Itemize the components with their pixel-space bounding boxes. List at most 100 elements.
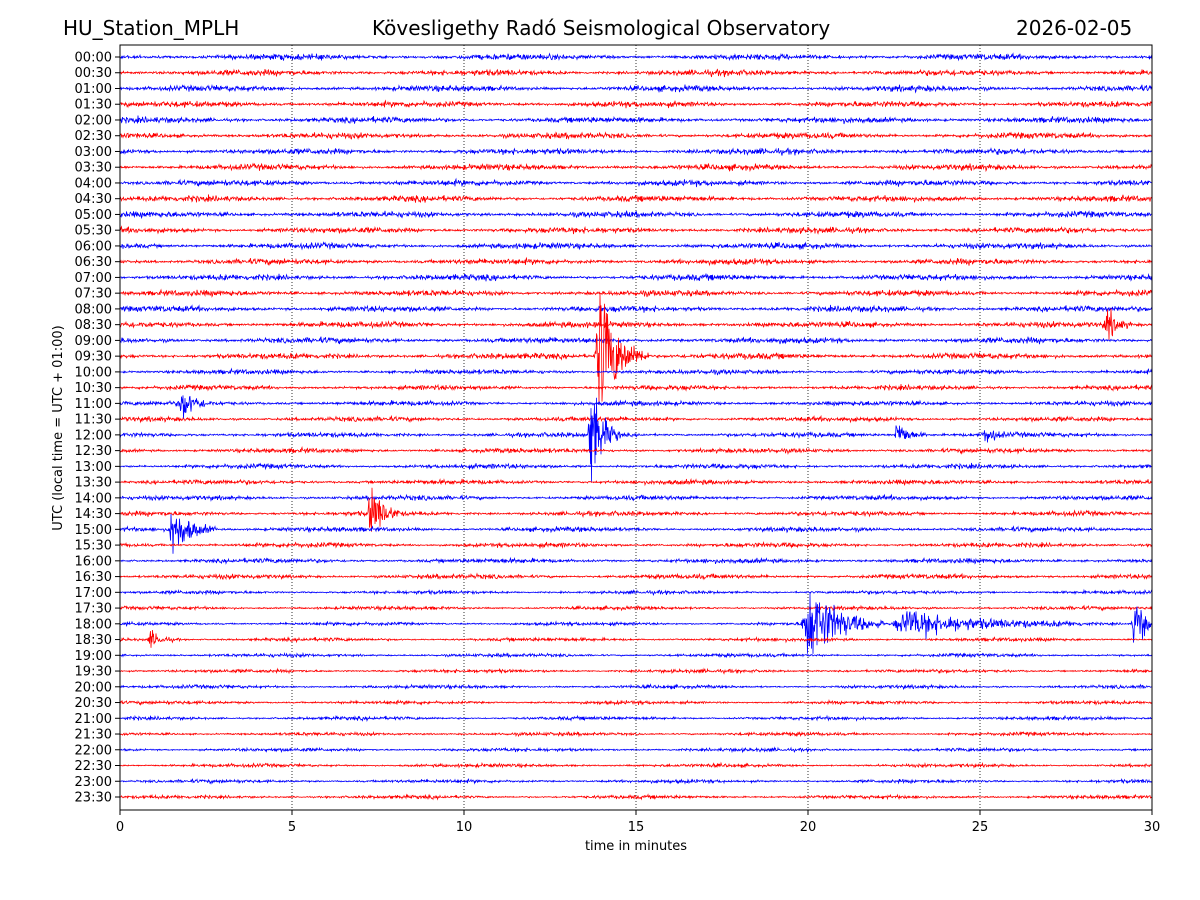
trace-1730 — [119, 604, 1153, 612]
x-tick-label: 25 — [972, 820, 989, 835]
y-tick-label: 01:30 — [75, 98, 112, 113]
trace-1100 — [119, 395, 1153, 420]
trace-0600 — [119, 241, 1153, 251]
x-tick-label: 20 — [800, 820, 817, 835]
y-tick-label: 23:00 — [75, 775, 112, 790]
trace-1500 — [119, 513, 1153, 554]
y-tick-label: 10:00 — [75, 365, 112, 380]
y-tick-label: 21:30 — [75, 728, 112, 743]
y-tick-label: 06:30 — [75, 255, 112, 270]
y-tick-label: 16:00 — [75, 554, 112, 569]
trace-0100 — [119, 84, 1153, 94]
trace-0730 — [119, 288, 1153, 298]
y-tick-label: 22:00 — [75, 743, 112, 758]
trace-1700 — [119, 588, 1153, 596]
chart-title: Kövesligethy Radó Seismological Observat… — [372, 16, 831, 40]
y-tick-label: 13:00 — [75, 460, 112, 475]
trace-2300 — [119, 778, 1153, 785]
trace-2230 — [119, 761, 1153, 769]
y-tick-label: 11:30 — [75, 413, 112, 428]
y-tick-label: 17:00 — [75, 586, 112, 601]
y-tick-label: 05:00 — [75, 208, 112, 223]
trace-0000 — [119, 52, 1153, 62]
trace-1630 — [119, 572, 1153, 581]
chart-date: 2026-02-05 — [1016, 16, 1133, 40]
trace-0230 — [119, 131, 1153, 140]
y-tick-label: 03:30 — [75, 161, 112, 176]
y-tick-label: 09:00 — [75, 334, 112, 349]
y-tick-label: 16:30 — [75, 570, 112, 585]
trace-1930 — [119, 667, 1153, 675]
station-name: HU_Station_MPLH — [63, 16, 240, 40]
trace-1330 — [119, 478, 1153, 487]
y-tick-label: 21:00 — [75, 712, 112, 727]
y-tick-label: 20:00 — [75, 680, 112, 695]
y-tick-label: 23:30 — [75, 791, 112, 806]
trace-0500 — [119, 210, 1153, 220]
trace-0930 — [119, 292, 1153, 405]
trace-0700 — [119, 273, 1153, 282]
y-tick-label: 00:00 — [75, 51, 112, 66]
y-tick-label: 03:00 — [75, 145, 112, 160]
y-tick-label: 07:30 — [75, 287, 112, 302]
trace-1000 — [119, 367, 1153, 376]
y-tick-label: 09:30 — [75, 350, 112, 365]
y-tick-label: 10:30 — [75, 381, 112, 396]
x-axis-label: time in minutes — [585, 839, 687, 854]
x-tick-label: 15 — [628, 820, 645, 835]
trace-1430 — [119, 487, 1153, 532]
y-tick-label: 07:00 — [75, 271, 112, 286]
trace-2000 — [119, 683, 1153, 691]
trace-1900 — [119, 651, 1153, 659]
y-tick-label: 17:30 — [75, 602, 112, 617]
trace-0900 — [119, 336, 1153, 345]
y-tick-label: 11:00 — [75, 397, 112, 412]
x-tick-label: 10 — [456, 820, 473, 835]
y-tick-label: 14:30 — [75, 507, 112, 522]
trace-2330 — [119, 793, 1153, 801]
y-tick-label: 18:30 — [75, 633, 112, 648]
x-tick-label: 0 — [116, 820, 124, 835]
y-tick-label: 13:30 — [75, 476, 112, 491]
trace-1230 — [119, 446, 1153, 456]
trace-0200 — [119, 115, 1153, 125]
y-tick-label: 15:30 — [75, 539, 112, 554]
y-tick-label: 19:30 — [75, 665, 112, 680]
y-tick-label: 08:30 — [75, 318, 112, 333]
trace-1530 — [119, 540, 1153, 549]
trace-2200 — [119, 746, 1152, 754]
trace-2130 — [119, 730, 1153, 738]
trace-1300 — [119, 462, 1152, 471]
y-tick-label: 01:00 — [75, 82, 112, 97]
x-tick-label: 30 — [1144, 820, 1161, 835]
y-tick-label: 18:00 — [75, 617, 112, 632]
y-tick-label: 14:00 — [75, 491, 112, 506]
trace-1030 — [119, 383, 1153, 392]
trace-2030 — [119, 699, 1153, 706]
y-tick-label: 12:30 — [75, 444, 112, 459]
trace-0300 — [119, 147, 1153, 156]
y-tick-label: 20:30 — [75, 696, 112, 711]
trace-1400 — [119, 493, 1153, 502]
y-tick-label: 00:30 — [75, 66, 112, 81]
trace-0030 — [119, 68, 1153, 78]
trace-0330 — [119, 162, 1153, 173]
y-tick-label: 06:00 — [75, 239, 112, 254]
trace-0130 — [119, 99, 1153, 109]
trace-0530 — [119, 225, 1153, 235]
x-tick-label: 5 — [288, 820, 296, 835]
y-tick-label: 04:30 — [75, 192, 112, 207]
trace-1800 — [119, 592, 1153, 654]
y-tick-label: 15:00 — [75, 523, 112, 538]
y-tick-label: 12:00 — [75, 428, 112, 443]
y-tick-label: 02:00 — [75, 113, 112, 128]
trace-1200 — [119, 397, 1153, 482]
y-tick-label: 02:30 — [75, 129, 112, 144]
trace-1830 — [119, 629, 1153, 648]
y-tick-label: 08:00 — [75, 302, 112, 317]
y-tick-label: 19:00 — [75, 649, 112, 664]
trace-1600 — [119, 556, 1153, 565]
trace-0430 — [119, 194, 1153, 203]
trace-1130 — [119, 414, 1153, 424]
